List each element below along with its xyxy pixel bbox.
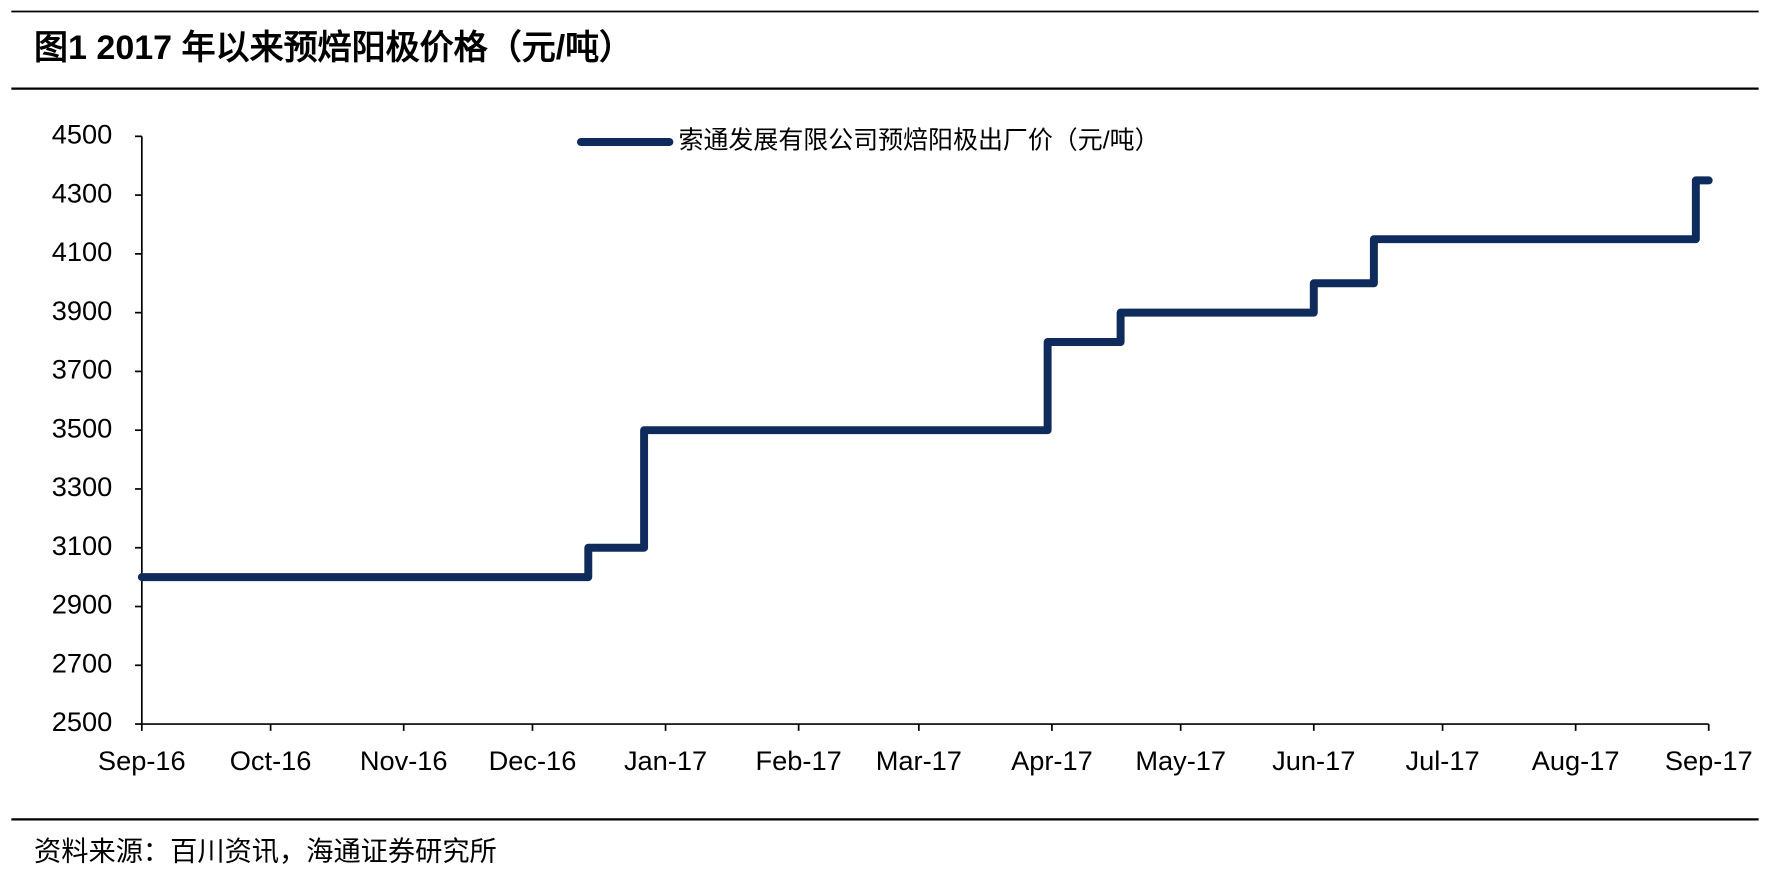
y-tick-label: 4300 <box>52 177 113 208</box>
x-tick-label: Feb-17 <box>756 745 842 776</box>
x-tick-label: Jan-17 <box>624 745 707 776</box>
y-tick-label: 3900 <box>52 295 113 326</box>
x-tick-label: Nov-16 <box>360 745 448 776</box>
x-tick-label: Apr-17 <box>1011 745 1093 776</box>
source: 资料来源：百川资讯，海通证券研究所 <box>34 836 497 867</box>
x-tick-label: Sep-16 <box>98 745 186 776</box>
x-tick-label: Oct-16 <box>230 745 312 776</box>
y-tick-label: 3700 <box>52 354 113 385</box>
x-tick-label: Sep-17 <box>1665 745 1753 776</box>
series-line <box>137 176 1713 582</box>
x-tick-label: May-17 <box>1135 745 1226 776</box>
y-tick-label: 3300 <box>52 471 113 502</box>
y-tick-label: 4100 <box>52 236 113 267</box>
x-tick-label: Jun-17 <box>1272 745 1355 776</box>
y-tick-label: 3500 <box>52 412 113 443</box>
y-tick-label: 2700 <box>52 647 113 678</box>
x-tick-label: Jul-17 <box>1406 745 1480 776</box>
y-tick-label: 4500 <box>52 119 113 150</box>
x-tick-label: Aug-17 <box>1532 745 1620 776</box>
legend-label: 索通发展有限公司预焙阳极出厂价（元/吨） <box>678 127 1159 155</box>
y-tick-label: 2500 <box>52 706 113 737</box>
y-tick-label: 3100 <box>52 530 113 561</box>
chart-title: 图1 2017 年以来预焙阳极价格（元/吨） <box>34 28 633 67</box>
y-tick-label: 2900 <box>52 589 113 620</box>
x-tick-label: Mar-17 <box>876 745 962 776</box>
x-tick-label: Dec-16 <box>489 745 577 776</box>
